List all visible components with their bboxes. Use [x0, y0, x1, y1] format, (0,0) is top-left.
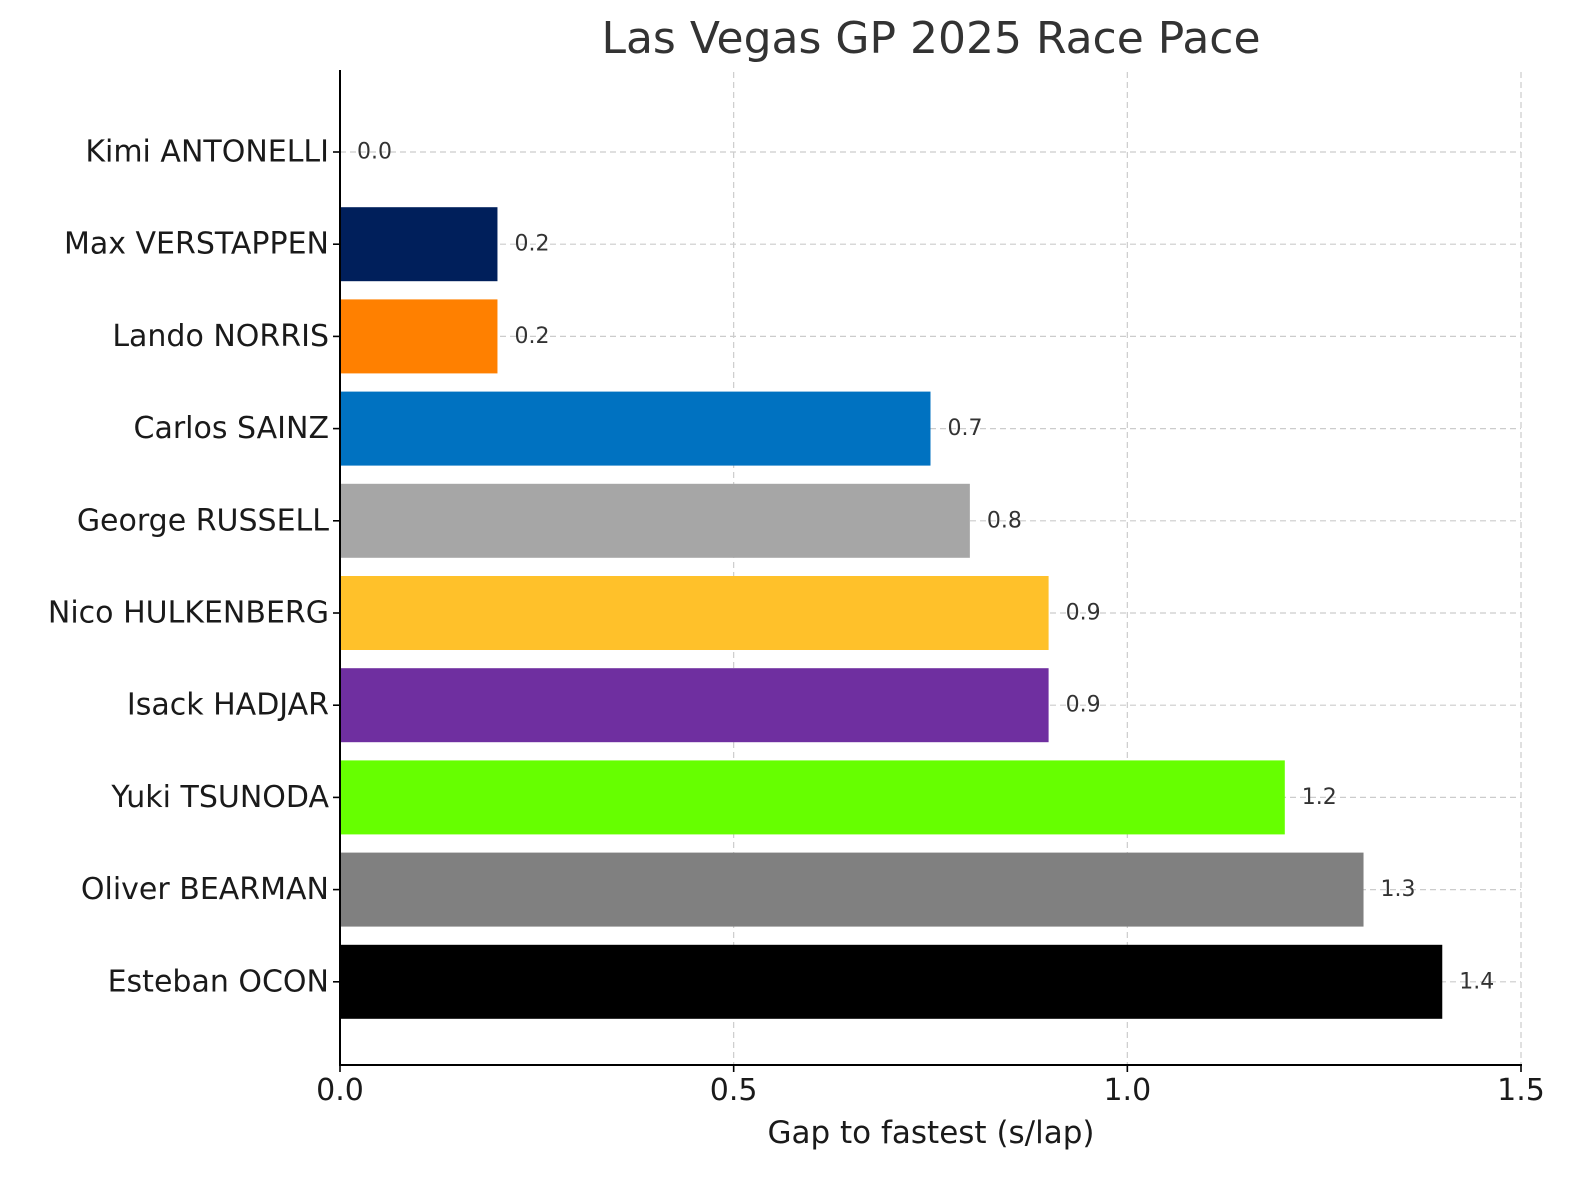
y-tick-label: Oliver BEARMAN: [81, 872, 329, 907]
value-label: 0.7: [948, 416, 983, 441]
y-tick-label: Nico HULKENBERG: [48, 596, 329, 631]
y-tick-label: Yuki TSUNODA: [110, 780, 329, 815]
bar: [340, 668, 1049, 743]
value-label: 0.9: [1066, 601, 1101, 626]
value-label: 0.0: [357, 140, 392, 165]
value-labels: 0.0 0.2 0.2 0.7 0.8 0.9 0.9 1.2 1.3 1.4: [357, 140, 1494, 995]
x-tick-label: 1.0: [1103, 1073, 1151, 1108]
bar: [340, 299, 498, 374]
x-axis-label: Gap to fastest (s/lap): [767, 1115, 1094, 1151]
value-label: 1.4: [1459, 969, 1494, 994]
y-tick-label: Max VERSTAPPEN: [64, 227, 329, 262]
y-tick-label: Carlos SAINZ: [134, 411, 329, 446]
x-axis-ticks: 0.0 0.5 1.0 1.5: [316, 1065, 1545, 1108]
bars: [340, 207, 1443, 1019]
value-label: 0.2: [514, 324, 549, 349]
chart-title: Las Vegas GP 2025 Race Pace: [601, 13, 1260, 64]
bar: [340, 391, 931, 466]
value-label: 0.9: [1066, 693, 1101, 718]
value-label: 0.8: [987, 508, 1022, 533]
x-tick-label: 0.0: [316, 1073, 364, 1108]
bar: [340, 944, 1443, 1019]
axes: [339, 70, 1522, 1066]
value-label: 1.3: [1381, 877, 1416, 902]
x-tick-label: 0.5: [710, 1073, 758, 1108]
bar: [340, 852, 1364, 927]
bar: [340, 207, 498, 282]
bar: [340, 483, 970, 558]
y-tick-label: Esteban OCON: [108, 964, 329, 999]
y-axis-labels: Kimi ANTONELLI Max VERSTAPPEN Lando NORRIS…: [48, 135, 340, 999]
bar: [340, 760, 1285, 835]
y-tick-label: Isack HADJAR: [127, 688, 329, 723]
y-tick-label: George RUSSELL: [77, 503, 329, 538]
y-tick-label: Lando NORRIS: [112, 319, 329, 354]
value-label: 0.2: [514, 232, 549, 257]
y-tick-label: Kimi ANTONELLI: [85, 135, 329, 170]
bar: [340, 576, 1049, 650]
value-label: 1.2: [1302, 785, 1337, 810]
x-tick-label: 1.5: [1497, 1073, 1545, 1108]
